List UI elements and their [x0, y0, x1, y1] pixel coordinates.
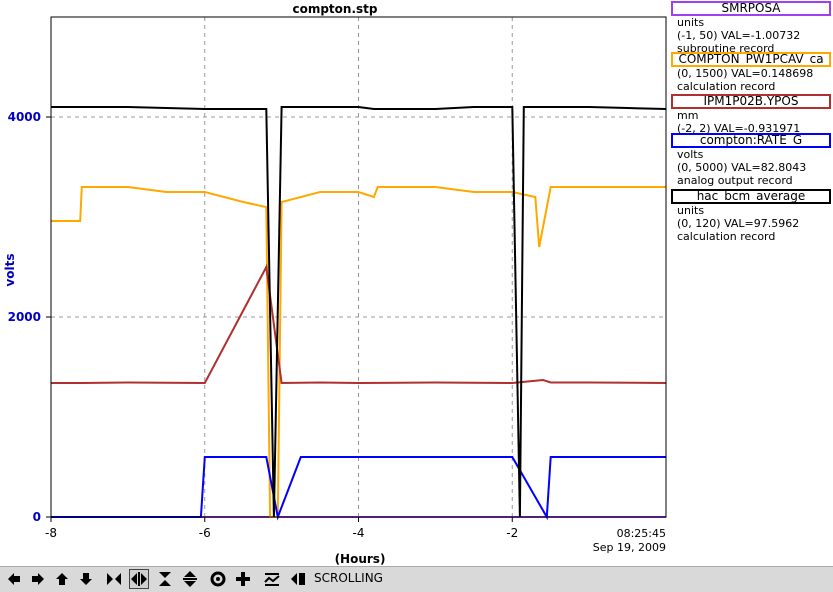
zoom-in-y-button[interactable] [155, 569, 175, 589]
legend-entry-smrposa: SMRPOSA units (-1, 50) VAL=-1.00732 subr… [671, 1, 831, 55]
zoom-out-y-button[interactable] [180, 569, 200, 589]
scroll-up-button[interactable] [52, 569, 72, 589]
pv-record-type: analog output record [677, 174, 793, 187]
grid [51, 17, 666, 517]
date-label: Sep 19, 2009 [593, 541, 666, 554]
autoscale-button[interactable] [262, 569, 282, 589]
arrow-left-icon [8, 573, 20, 585]
zoom-in-button[interactable] [208, 569, 228, 589]
legend-entry-compton-pw1pcav: COMPTON_PW1PCAV_ca (0, 1500) VAL=0.14869… [671, 52, 831, 93]
pv-range-value: (0, 120) VAL=97.5962 [677, 217, 800, 230]
legend-entry-ipm1p02b: IPM1P02B.YPOS mm (-2, 2) VAL=-0.931971 [671, 94, 831, 135]
legend-entry-hac-bcm: hac_bcm_average units (0, 120) VAL=97.59… [671, 189, 831, 243]
pv-name-button[interactable]: compton:RATE_G [671, 133, 831, 148]
zoom-out-x-button[interactable] [129, 569, 149, 589]
chart-title: compton.stp [292, 2, 377, 16]
x-tick-label: -8 [45, 526, 57, 540]
arrow-up-icon [56, 573, 68, 585]
legend-entry-compton-rate: compton:RATE_G volts (0, 5000) VAL=82.80… [671, 133, 831, 187]
scroll-mode-button[interactable] [288, 569, 308, 589]
x-tick-label: -6 [199, 526, 211, 540]
plot-series [51, 106, 667, 521]
pv-name-button[interactable]: IPM1P02B.YPOS [671, 94, 831, 109]
y-axis-label: volts [3, 253, 17, 286]
mode-label: SCROLLING [314, 571, 383, 585]
autoscale-icon [264, 573, 280, 586]
zoom-in-x-button[interactable] [104, 569, 124, 589]
pv-name-button[interactable]: COMPTON_PW1PCAV_ca [671, 52, 831, 67]
y-tick-label: 0 [33, 510, 41, 524]
pv-units: units [677, 16, 705, 29]
zoom-out-icon [236, 572, 250, 586]
scroll-right-button[interactable] [28, 569, 48, 589]
x-ticks: -8 -6 -4 -2 [45, 517, 518, 540]
pv-record-type: subroutine record [677, 42, 775, 55]
series-hac-bcm-average-line [51, 106, 667, 518]
pv-record-type: calculation record [677, 80, 776, 93]
arrow-down-icon [80, 573, 92, 585]
series-compton-rate-g-line [51, 456, 666, 521]
scroll-mode-icon [291, 573, 305, 585]
x-axis-label: (Hours) [335, 552, 386, 566]
pv-units: units [677, 204, 705, 217]
pv-units: mm [677, 109, 699, 122]
series-compton-pw1pcav-ca-line [51, 186, 666, 518]
pv-range-value: (0, 5000) VAL=82.8043 [677, 161, 807, 174]
zoom-out-y-icon [183, 571, 197, 587]
series-ipm1p02b-ypos-line [51, 263, 667, 385]
zoom-in-icon [210, 571, 226, 587]
pv-name-button[interactable]: hac_bcm_average [671, 189, 831, 204]
y-ticks: 0 2000 4000 [8, 110, 51, 524]
toolbar: SCROLLING [0, 566, 833, 592]
arrow-right-icon [32, 573, 44, 585]
zoom-out-button[interactable] [233, 569, 253, 589]
y-tick-label: 2000 [8, 310, 41, 324]
pv-name-button[interactable]: SMRPOSA [671, 1, 831, 16]
pv-range-value: (0, 1500) VAL=0.148698 [677, 67, 814, 80]
pv-range-value: (-2, 2) VAL=-0.931971 [677, 122, 801, 135]
scroll-down-button[interactable] [76, 569, 96, 589]
zoom-out-x-icon [131, 572, 147, 586]
zoom-in-x-icon [107, 573, 121, 585]
zoom-in-y-icon [159, 572, 171, 586]
pv-range-value: (-1, 50) VAL=-1.00732 [677, 29, 801, 42]
pv-record-type: calculation record [677, 230, 776, 243]
y-tick-label: 4000 [8, 110, 41, 124]
scroll-left-button[interactable] [4, 569, 24, 589]
time-label: 08:25:45 [617, 527, 666, 540]
strip-chart: compton.stp 0 2000 4000 -8 -6 -4 -2 volts (Ho… [3, 2, 667, 566]
x-tick-label: -4 [353, 526, 365, 540]
pv-units: volts [677, 148, 704, 161]
x-tick-label: -2 [506, 526, 518, 540]
